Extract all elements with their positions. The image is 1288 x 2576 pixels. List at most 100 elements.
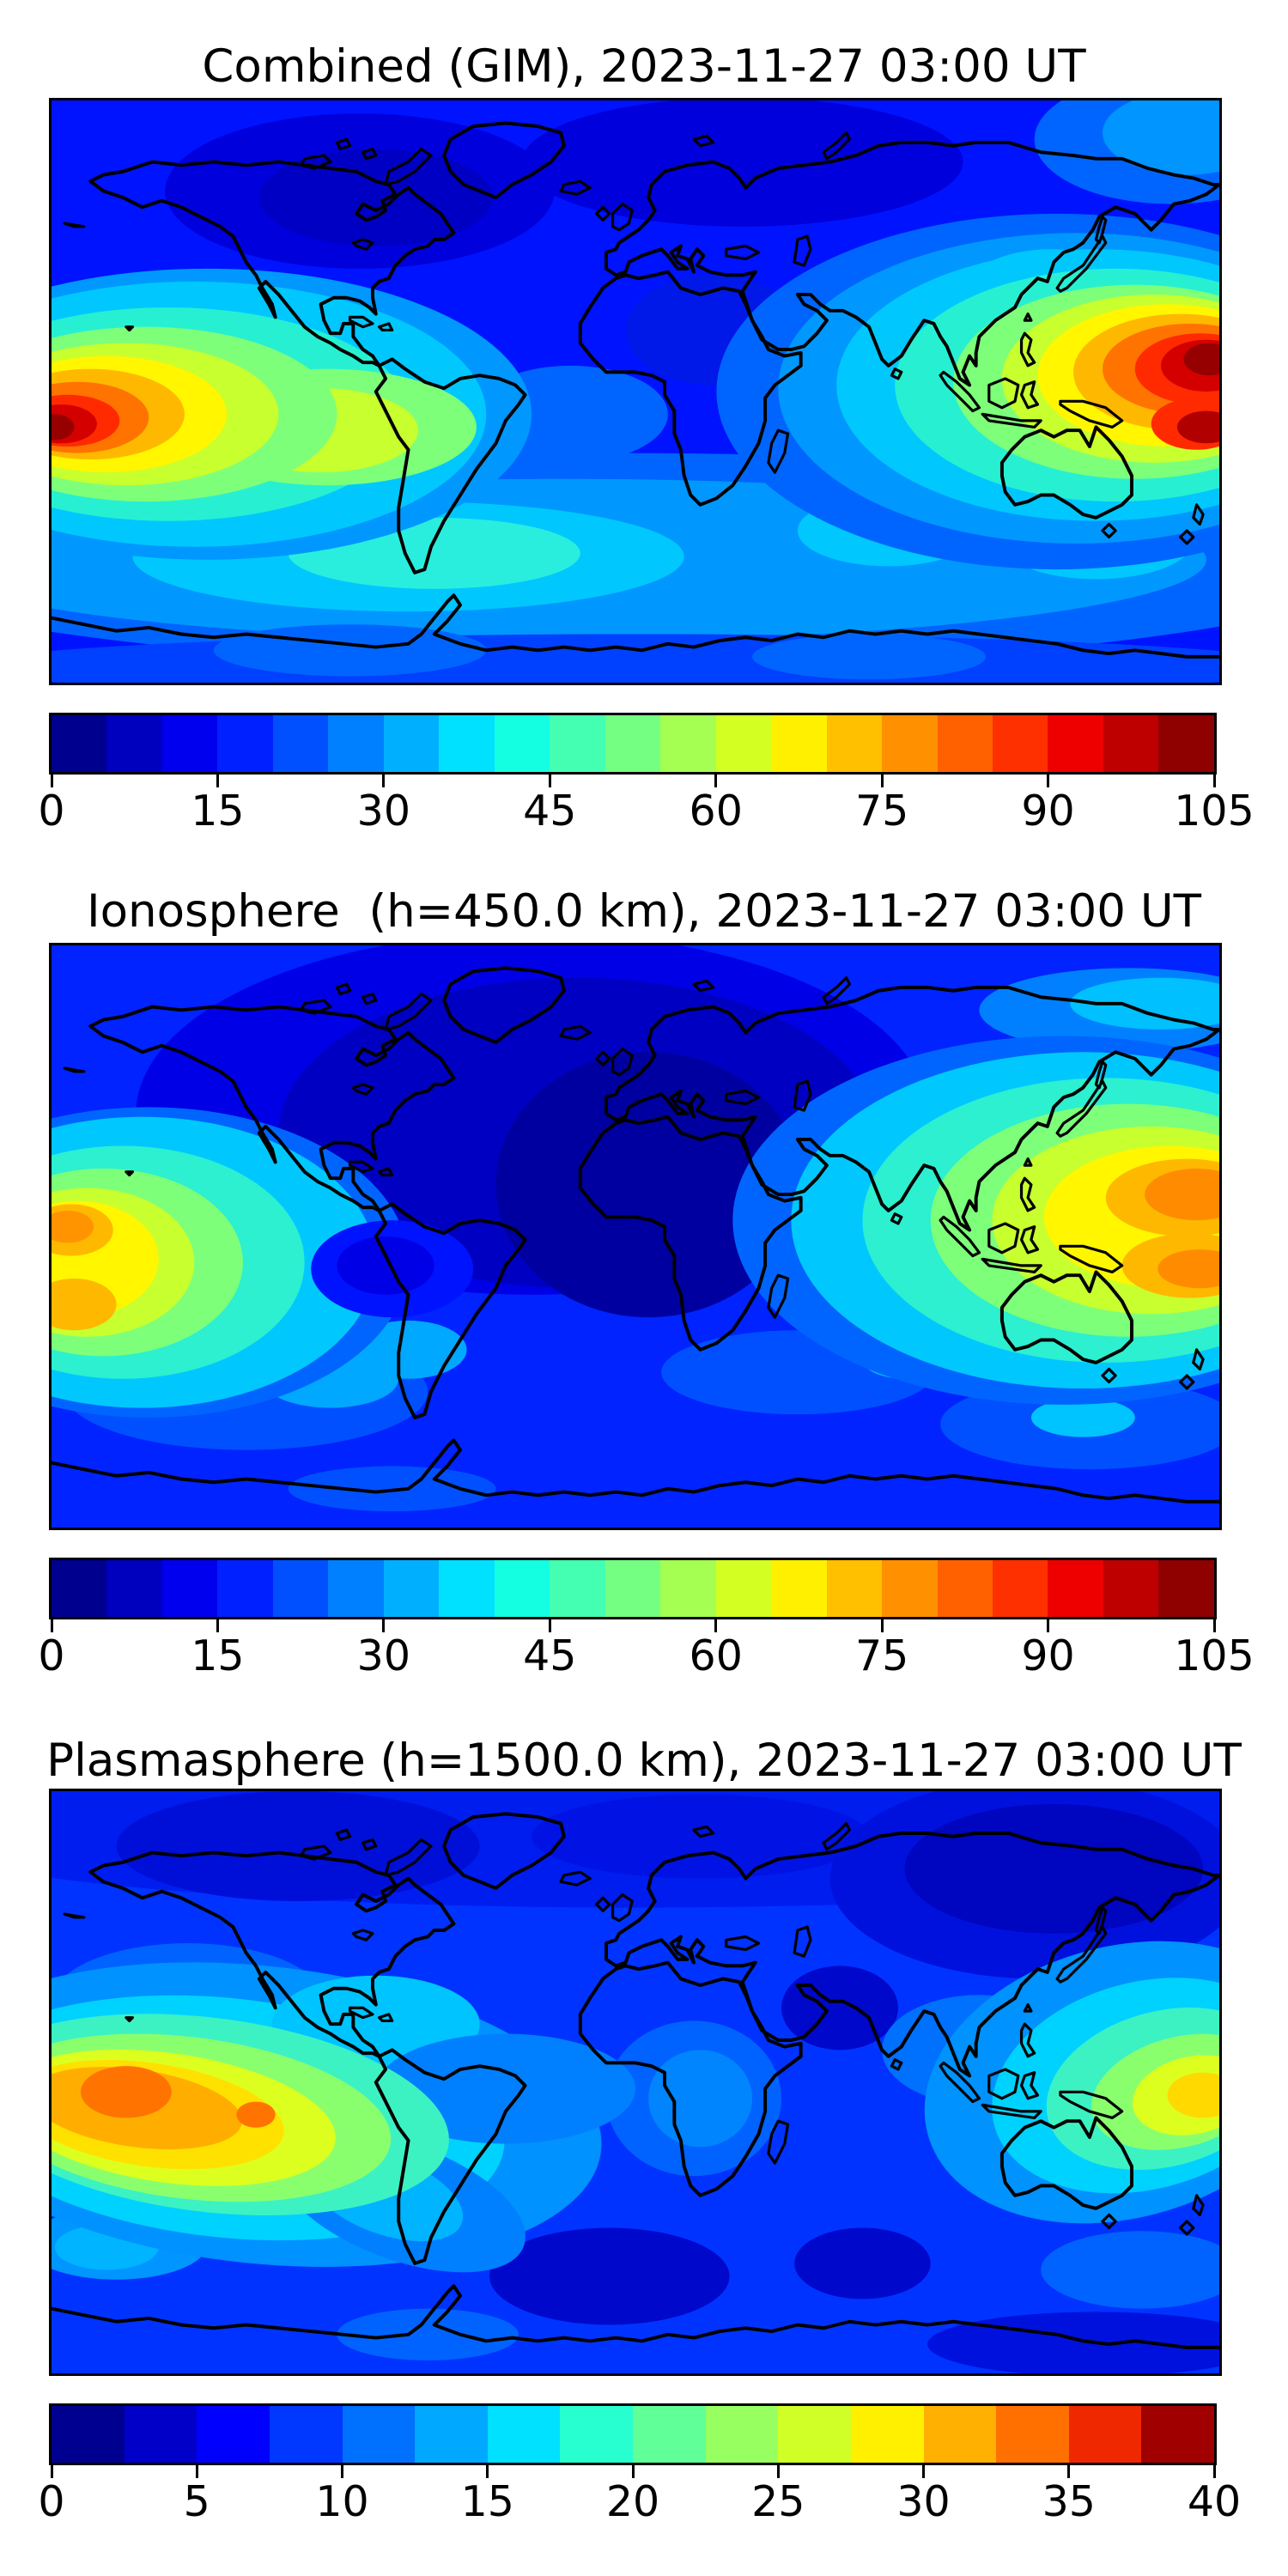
- colorbar-tick: [486, 2465, 489, 2478]
- colorbar-tick-label: 10: [315, 2477, 369, 2526]
- colorbar-tick: [1047, 1619, 1050, 1632]
- colorbar-segment: [269, 2406, 343, 2463]
- tec-field-plasmasphere: [52, 1791, 1219, 2373]
- map-combined-svg: [52, 100, 1219, 683]
- colorbar-tick-label: 40: [1187, 2477, 1242, 2526]
- contour-blob: [52, 1210, 94, 1243]
- colorbar-tick-label: 45: [523, 787, 577, 835]
- colorbar-segment: [715, 715, 772, 772]
- colorbar-segment: [106, 1560, 162, 1617]
- colorbar-tick: [50, 1619, 53, 1632]
- colorbar-tick: [1212, 1619, 1216, 1632]
- colorbar-tick: [880, 775, 884, 787]
- colorbar-tick-label: 30: [356, 1631, 411, 1680]
- colorbar-tick-label: 5: [183, 2477, 210, 2526]
- colorbar-segment: [850, 2406, 924, 2463]
- colorbar-segment: [882, 715, 938, 772]
- contour-blob: [258, 149, 493, 246]
- colorbar-tick-label: 0: [38, 787, 65, 835]
- colorbar-segment: [487, 2406, 561, 2463]
- colorbar-segment: [605, 715, 661, 772]
- contour-blob: [521, 100, 963, 227]
- colorbar-tick: [195, 2465, 198, 2478]
- colorbar-segment: [1103, 1560, 1159, 1617]
- colorbar-segment: [383, 715, 440, 772]
- colorbar-tick-label: 25: [751, 2477, 805, 2526]
- colorbar-tick: [50, 775, 53, 787]
- colorbar-segment: [550, 1560, 605, 1617]
- colorbar-segment: [705, 2406, 779, 2463]
- contour-blob: [1176, 410, 1219, 444]
- colorbar-segment: [383, 1560, 440, 1617]
- colorbar-segment: [124, 2406, 197, 2463]
- colorbar-segment: [771, 715, 827, 772]
- colorbar-tick-label: 0: [38, 1631, 65, 1680]
- colorbar-segment: [660, 1560, 716, 1617]
- colorbar-segment: [937, 715, 993, 772]
- colorbar-tick: [1067, 2465, 1071, 2478]
- map-ionosphere: [49, 943, 1222, 1530]
- colorbar-segment: [197, 2406, 270, 2463]
- colorbar-tick-label: 30: [356, 787, 411, 835]
- colorbar-tick-label: 90: [1021, 1631, 1075, 1680]
- tec-field-combined: [52, 100, 1219, 683]
- colorbar-segment: [1048, 715, 1103, 772]
- contour-blob: [349, 1320, 467, 1379]
- colorbar-segment: [328, 715, 384, 772]
- colorbar-tick-label: 90: [1021, 787, 1075, 835]
- colorbar-tick-label: 105: [1174, 1631, 1255, 1680]
- colorbar-segment: [415, 2406, 488, 2463]
- colorbar-tick-label: 105: [1174, 787, 1255, 835]
- contour-blob: [489, 2227, 730, 2325]
- contour-blob: [52, 1278, 117, 1331]
- colorbar-tick: [382, 1619, 386, 1632]
- colorbar-segment: [439, 1560, 495, 1617]
- contour-blob: [648, 2050, 752, 2148]
- colorbar-tick: [776, 2465, 780, 2478]
- colorbar-segment: [560, 2406, 633, 2463]
- colorbar-segment: [52, 1560, 107, 1617]
- colorbar-segment: [778, 2406, 851, 2463]
- colorbar-segment: [715, 1560, 772, 1617]
- tec-field-ionosphere: [52, 945, 1219, 1528]
- colorbar-tick-label: 20: [605, 2477, 660, 2526]
- colorbar-segment: [1103, 715, 1159, 772]
- colorbar-tick: [631, 2465, 635, 2478]
- colorbar-segment: [217, 715, 273, 772]
- colorbar-segment: [660, 715, 716, 772]
- colorbar-segment: [923, 2406, 997, 2463]
- contour-blob: [236, 2101, 276, 2128]
- colorbar-segment: [633, 2406, 706, 2463]
- colorbar-segment: [550, 715, 605, 772]
- colorbar-segment: [937, 1560, 993, 1617]
- colorbar-tick-label: 30: [896, 2477, 951, 2526]
- colorbar-tick: [1047, 775, 1050, 787]
- colorbar-segment: [1141, 2406, 1214, 2463]
- panel-title-combined: Combined (GIM), 2023-11-27 03:00 UT: [202, 40, 1086, 93]
- contour-blob: [213, 624, 487, 677]
- colorbar-segment: [52, 715, 107, 772]
- colorbar-segment: [494, 1560, 550, 1617]
- contour-blob: [1030, 1398, 1135, 1437]
- colorbar-tick-label: 75: [854, 1631, 909, 1680]
- colorbar-tick-label: 35: [1042, 2477, 1096, 2526]
- contour-blob: [1041, 2231, 1219, 2309]
- colorbar-segment: [826, 715, 883, 772]
- colorbar-segment: [439, 715, 495, 772]
- colorbar-tick-label: 60: [689, 1631, 743, 1680]
- colorbar-tick-label: 60: [689, 787, 743, 835]
- map-combined: [49, 98, 1222, 685]
- colorbar-tick-label: 15: [460, 2477, 514, 2526]
- colorbar-segment: [1048, 1560, 1103, 1617]
- colorbar-tick-label: 75: [854, 787, 909, 835]
- colorbar-segment: [771, 1560, 827, 1617]
- contour-blob: [337, 2308, 519, 2360]
- colorbar-ionosphere: [49, 1558, 1217, 1619]
- colorbar-segment: [605, 1560, 661, 1617]
- contour-blob: [81, 2066, 172, 2118]
- map-plasmasphere-svg: [52, 1791, 1219, 2373]
- colorbar-segment: [52, 2406, 125, 2463]
- contour-blob: [1183, 343, 1219, 376]
- colorbar-segment: [342, 2406, 416, 2463]
- colorbar-tick: [1212, 775, 1216, 787]
